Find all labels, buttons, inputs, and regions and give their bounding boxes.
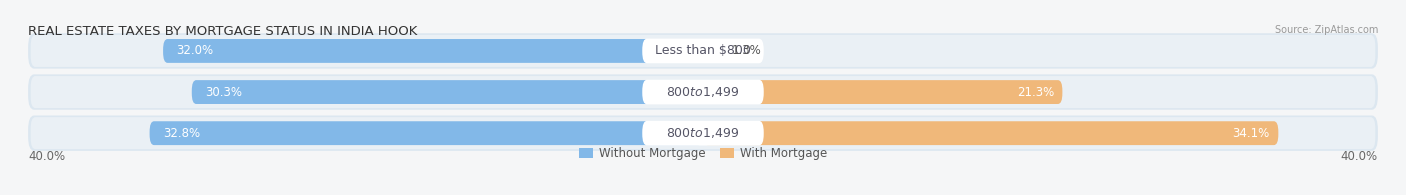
Text: $800 to $1,499: $800 to $1,499 xyxy=(666,85,740,99)
FancyBboxPatch shape xyxy=(703,121,1278,145)
FancyBboxPatch shape xyxy=(191,80,703,104)
FancyBboxPatch shape xyxy=(31,76,1375,108)
Text: 21.3%: 21.3% xyxy=(1017,86,1054,98)
FancyBboxPatch shape xyxy=(643,80,763,104)
Text: 32.0%: 32.0% xyxy=(177,44,214,58)
FancyBboxPatch shape xyxy=(28,33,1378,69)
Legend: Without Mortgage, With Mortgage: Without Mortgage, With Mortgage xyxy=(574,143,832,165)
FancyBboxPatch shape xyxy=(703,80,1063,104)
Text: REAL ESTATE TAXES BY MORTGAGE STATUS IN INDIA HOOK: REAL ESTATE TAXES BY MORTGAGE STATUS IN … xyxy=(28,25,418,38)
Text: 1.3%: 1.3% xyxy=(731,44,762,58)
FancyBboxPatch shape xyxy=(28,74,1378,110)
FancyBboxPatch shape xyxy=(31,117,1375,149)
Text: Source: ZipAtlas.com: Source: ZipAtlas.com xyxy=(1274,25,1378,35)
FancyBboxPatch shape xyxy=(28,115,1378,151)
FancyBboxPatch shape xyxy=(643,121,763,145)
FancyBboxPatch shape xyxy=(31,35,1375,67)
FancyBboxPatch shape xyxy=(643,39,763,63)
FancyBboxPatch shape xyxy=(163,39,703,63)
Text: 40.0%: 40.0% xyxy=(1341,150,1378,163)
Text: 32.8%: 32.8% xyxy=(163,127,200,140)
Text: 30.3%: 30.3% xyxy=(205,86,242,98)
Text: 40.0%: 40.0% xyxy=(28,150,65,163)
FancyBboxPatch shape xyxy=(149,121,703,145)
Text: $800 to $1,499: $800 to $1,499 xyxy=(666,126,740,140)
Text: Less than $800: Less than $800 xyxy=(655,44,751,58)
FancyBboxPatch shape xyxy=(703,39,725,63)
Text: 34.1%: 34.1% xyxy=(1233,127,1270,140)
